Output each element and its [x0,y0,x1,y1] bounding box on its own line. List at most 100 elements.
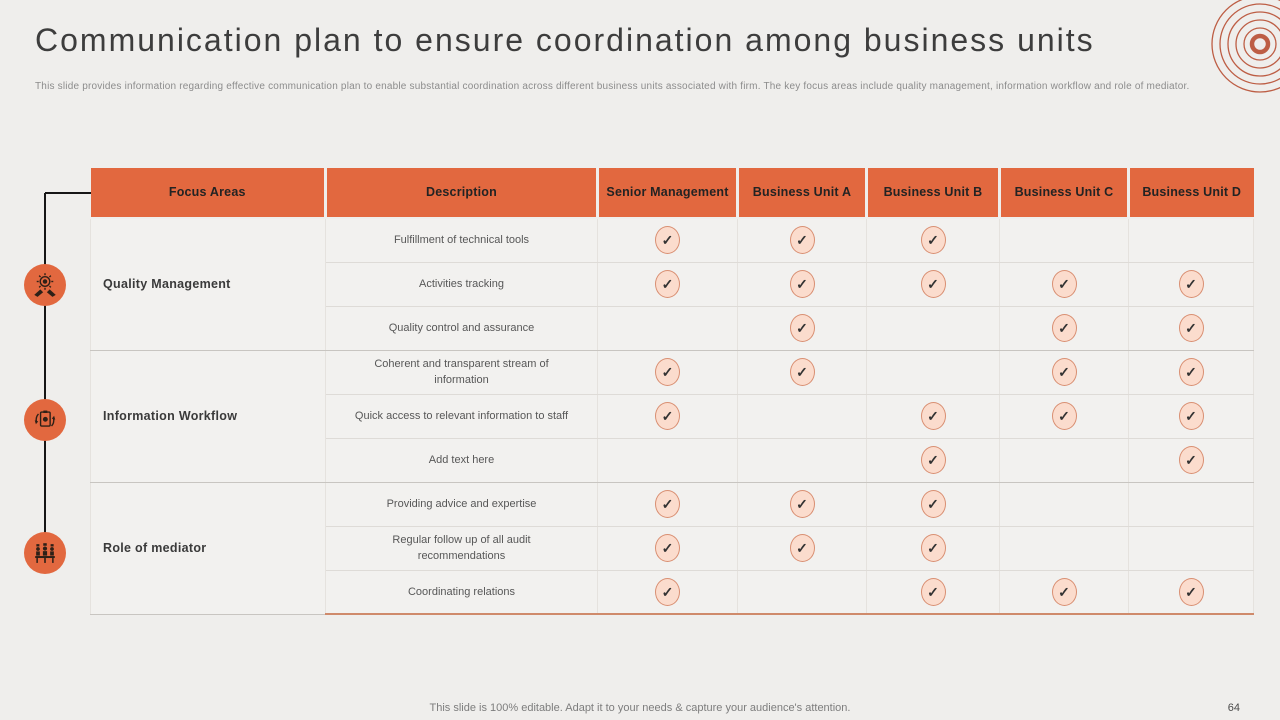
check-cell: ✓ [737,306,867,351]
empty-cell [1128,526,1254,571]
check-cell: ✓ [737,262,867,307]
header-description: Description [324,168,598,219]
check-icon: ✓ [655,534,680,562]
header-business-unit-b: Business Unit B [865,168,1000,219]
check-cell: ✓ [597,218,738,263]
header-focus-areas: Focus Areas [90,168,326,219]
check-cell: ✓ [866,438,1000,483]
empty-cell [597,306,738,351]
check-icon: ✓ [1051,358,1077,386]
check-icon: ✓ [1178,446,1204,474]
check-cell: ✓ [866,218,1000,263]
check-icon: ✓ [789,534,815,562]
check-cell: ✓ [1128,306,1254,351]
header-business-unit-a: Business Unit A [736,168,867,219]
check-icon: ✓ [655,270,680,298]
page-number: 64 [1227,702,1240,714]
empty-cell [1128,218,1254,263]
focus-area-cell: Information Workflow [90,350,326,483]
check-cell: ✓ [737,350,867,395]
check-icon: ✓ [655,577,680,606]
check-icon: ✓ [655,490,680,518]
check-icon: ✓ [920,226,946,255]
empty-cell [999,438,1129,483]
communication-plan-table: Focus Areas Description Senior Managemen… [90,168,1254,615]
quality-management-icon [24,264,66,306]
description-cell: Quality control and assurance [325,306,598,351]
check-cell: ✓ [1128,394,1254,439]
table-row: Quality Management Fulfillment of technic… [90,218,1254,351]
check-cell: ✓ [866,526,1000,571]
footer-note: This slide is 100% editable. Adapt it to… [429,702,851,714]
check-icon: ✓ [920,446,946,474]
check-cell: ✓ [597,482,738,527]
connector-vertical-line [44,193,46,553]
check-icon: ✓ [1178,314,1204,342]
check-icon: ✓ [1178,270,1204,298]
check-cell: ✓ [737,526,867,571]
empty-cell [737,394,867,439]
check-cell: ✓ [866,570,1000,615]
check-cell: ✓ [1128,438,1254,483]
check-icon: ✓ [920,534,946,562]
check-cell: ✓ [999,570,1129,615]
focus-area-label: Information Workflow [103,409,238,423]
check-icon: ✓ [789,358,815,386]
empty-cell [999,218,1129,263]
table-body: Quality Management Fulfillment of technic… [90,218,1254,615]
check-cell: ✓ [999,262,1129,307]
check-icon: ✓ [789,314,815,342]
check-cell: ✓ [1128,350,1254,395]
check-cell: ✓ [999,350,1129,395]
description-cell: Regular follow up of all audit recommend… [325,526,598,571]
focus-area-label: Role of mediator [103,541,207,555]
header-business-unit-c: Business Unit C [998,168,1129,219]
empty-cell [866,306,1000,351]
table-header-row: Focus Areas Description Senior Managemen… [90,168,1254,219]
check-cell: ✓ [597,526,738,571]
empty-cell [866,350,1000,395]
description-cell: Activities tracking [325,262,598,307]
description-cell: Fulfillment of technical tools [325,218,598,263]
check-cell: ✓ [737,482,867,527]
check-icon: ✓ [655,226,680,255]
description-cell: Quick access to relevant information to … [325,394,598,439]
header-business-unit-d: Business Unit D [1127,168,1254,219]
empty-cell [737,570,867,615]
empty-cell [1128,482,1254,527]
focus-area-cell: Role of mediator [90,482,326,615]
empty-cell [597,438,738,483]
check-cell: ✓ [866,262,1000,307]
description-cell: Coherent and transparent stream of infor… [325,350,598,395]
description-cell: Coordinating relations [325,570,598,615]
check-icon: ✓ [1178,358,1204,386]
table-row: Quick access to relevant information to … [91,394,1254,439]
check-cell: ✓ [737,218,867,263]
check-icon: ✓ [920,402,946,430]
header-senior-management: Senior Management [596,168,738,219]
check-icon: ✓ [920,577,946,606]
table-row: Information Workflow Coherent and transpa… [90,350,1254,483]
check-icon: ✓ [655,358,680,386]
information-workflow-icon [24,399,66,441]
check-icon: ✓ [1051,314,1077,342]
focus-area-cell: Quality Management [90,218,326,351]
check-icon: ✓ [1178,402,1204,430]
table-row: Quality control and assurance ✓ ✓ ✓ [91,306,1254,351]
check-cell: ✓ [1128,570,1254,615]
mediator-meeting-icon [24,532,66,574]
check-cell: ✓ [999,306,1129,351]
check-cell: ✓ [866,482,1000,527]
description-cell: Providing advice and expertise [325,482,598,527]
check-icon: ✓ [920,490,946,518]
check-icon: ✓ [1051,577,1077,606]
check-cell: ✓ [597,350,738,395]
empty-cell [999,482,1129,527]
check-icon: ✓ [1051,270,1077,298]
check-icon: ✓ [655,402,680,430]
check-cell: ✓ [999,394,1129,439]
empty-cell [737,438,867,483]
focus-area-label: Quality Management [103,277,231,292]
page-title: Communication plan to ensure coordinatio… [35,22,1095,58]
